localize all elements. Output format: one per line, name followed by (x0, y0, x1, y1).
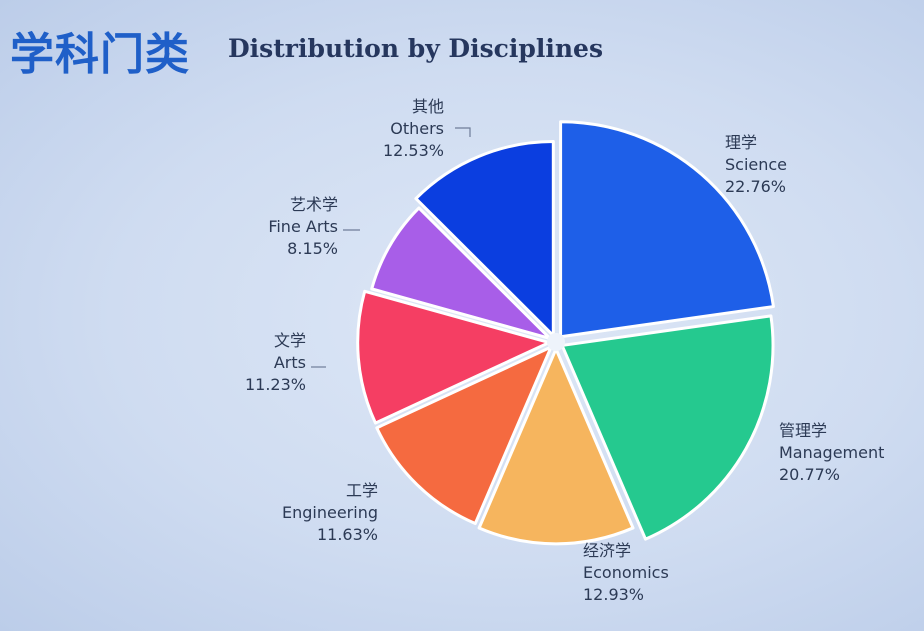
label-science-value: 22.76% (725, 177, 787, 196)
label-management-value: 20.77% (779, 465, 841, 484)
pie-slice-science (559, 120, 775, 339)
label-others-en: Others (390, 119, 444, 138)
pie-slice-economics (477, 347, 635, 546)
label-engineering-cn: 工学 (345, 481, 378, 500)
label-engineering: 工学 Engineering 11.63% (282, 480, 378, 546)
label-economics: 经济学 Economics 12.93% (583, 540, 669, 606)
pie-slice-arts (356, 289, 551, 425)
pie-slice-engineering (375, 345, 553, 526)
label-arts: 文学 Arts 11.23% (245, 330, 306, 396)
leader-others (455, 127, 471, 137)
label-science-cn: 理学 (725, 133, 758, 152)
label-management-en: Management (779, 443, 885, 462)
pie-slice-fine-arts (370, 206, 552, 340)
pie-slice-management (560, 314, 775, 541)
label-fine-arts: 艺术学 Fine Arts 8.15% (268, 194, 338, 260)
label-management: 管理学 Management 20.77% (779, 420, 884, 486)
label-fine-arts-en: Fine Arts (268, 217, 338, 236)
label-science: 理学 Science 22.76% (725, 132, 787, 198)
label-arts-value: 11.23% (244, 375, 306, 394)
label-management-cn: 管理学 (779, 421, 828, 440)
chart-title: Distribution by Disciplines (228, 34, 604, 63)
label-engineering-en: Engineering (282, 503, 378, 522)
label-others: 其他 Others 12.53% (383, 96, 444, 162)
pie-slice-others (414, 140, 555, 338)
label-economics-cn: 经济学 (583, 541, 632, 560)
label-fine-arts-value: 8.15% (287, 239, 338, 258)
title-chinese: 学科门类 (10, 29, 190, 80)
label-arts-en: Arts (273, 353, 306, 372)
label-science-en: Science (725, 155, 788, 174)
label-economics-en: Economics (583, 563, 669, 582)
label-engineering-value: 11.63% (316, 525, 378, 544)
label-others-value: 12.53% (382, 141, 444, 160)
pie-center (547, 333, 565, 351)
label-arts-cn: 文学 (273, 331, 306, 350)
label-economics-value: 12.93% (583, 585, 645, 604)
label-others-cn: 其他 (411, 97, 444, 116)
label-fine-arts-cn: 艺术学 (289, 195, 338, 214)
